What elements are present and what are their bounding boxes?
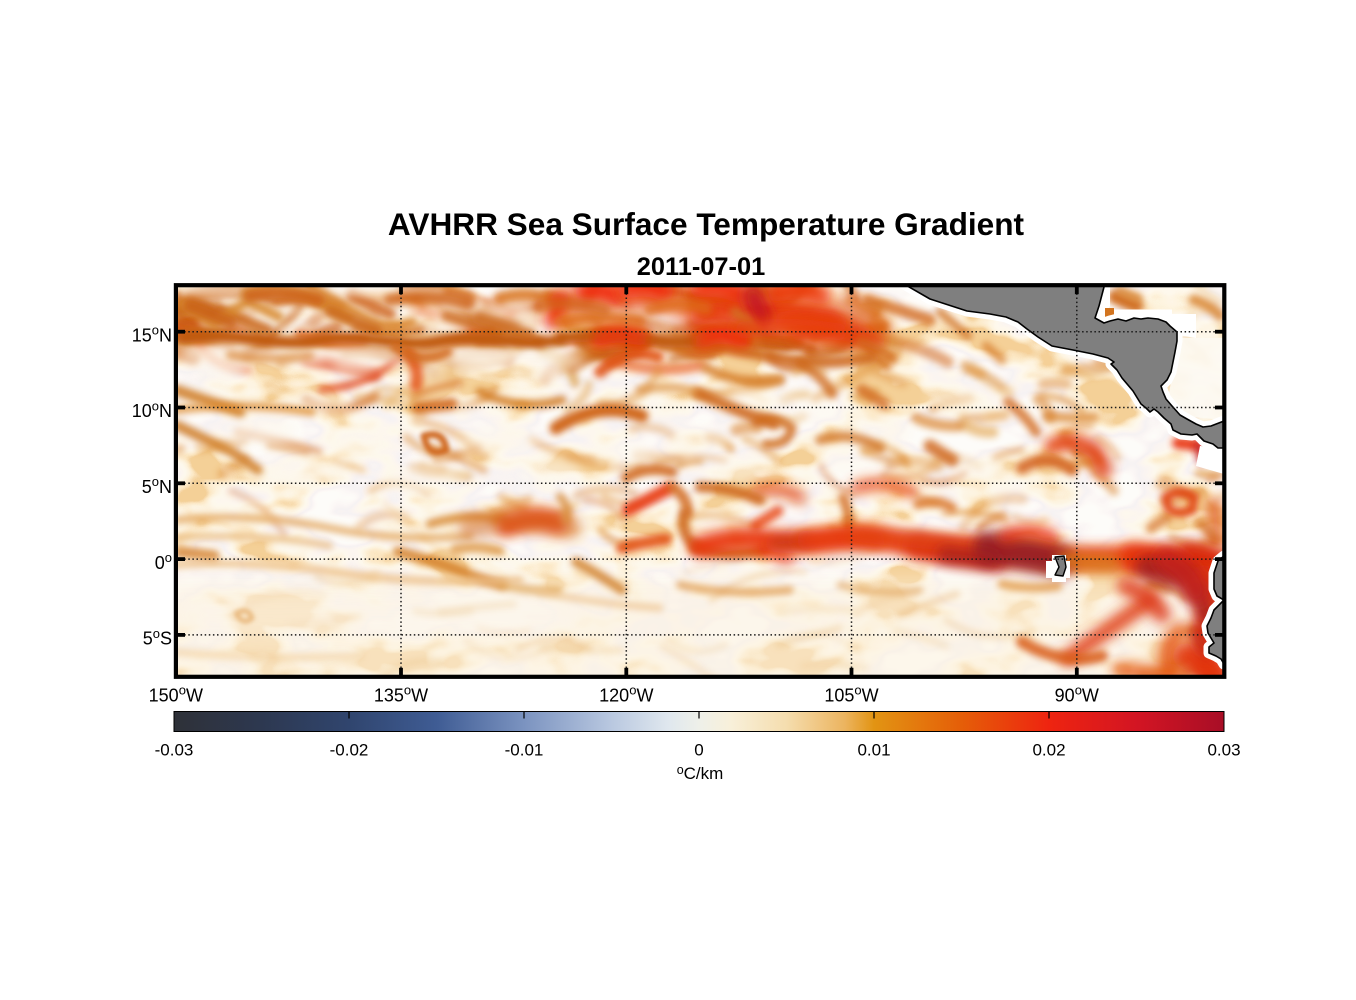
svg-text:oC/km: oC/km [677,763,724,783]
svg-text:5oN: 5oN [142,474,172,497]
svg-text:135oW: 135oW [374,683,428,706]
svg-text:-0.01: -0.01 [505,740,544,759]
svg-text:AVHRR Sea Surface Temperature: AVHRR Sea Surface Temperature Gradient [388,206,1025,242]
svg-text:120oW: 120oW [599,683,653,706]
svg-text:0.03: 0.03 [1207,740,1240,759]
svg-text:150oW: 150oW [149,683,203,706]
svg-text:15oN: 15oN [132,323,172,346]
svg-text:90oW: 90oW [1055,683,1099,706]
svg-text:5oS: 5oS [143,626,172,649]
svg-text:105oW: 105oW [824,683,878,706]
svg-text:10oN: 10oN [132,398,172,421]
svg-text:2011-07-01: 2011-07-01 [637,253,765,281]
svg-text:-0.02: -0.02 [330,740,369,759]
svg-text:-0.03: -0.03 [155,740,194,759]
svg-text:0.02: 0.02 [1032,740,1065,759]
svg-text:0: 0 [694,740,703,759]
svg-text:0.01: 0.01 [857,740,890,759]
